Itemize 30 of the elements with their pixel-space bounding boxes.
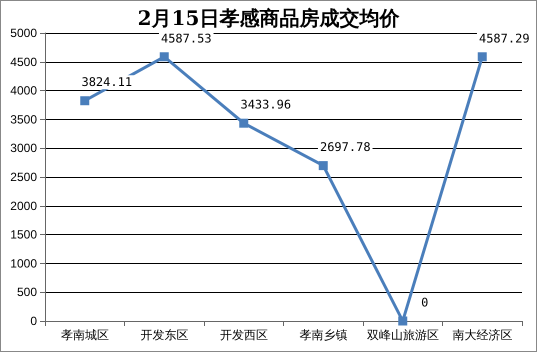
y-tick-label: 0 xyxy=(30,314,38,328)
y-tick-label: 2000 xyxy=(10,198,38,213)
data-label: 3433.96 xyxy=(240,98,292,112)
x-tick-label: 开发东区 xyxy=(140,328,188,342)
y-tick-label: 4000 xyxy=(10,84,38,98)
point xyxy=(398,316,408,326)
point xyxy=(239,118,248,128)
y-tick-label: 1000 xyxy=(10,256,38,270)
y-tick-label: 5000 xyxy=(10,26,38,40)
point xyxy=(478,52,487,62)
y-tick-label: 1500 xyxy=(10,228,38,242)
point xyxy=(318,161,328,170)
x-tick-label: 南大经济区 xyxy=(452,328,512,342)
data-label: 4587.53 xyxy=(160,31,212,46)
x-tick-label: 开发西区 xyxy=(220,328,268,342)
data-label: 2697.78 xyxy=(320,140,371,154)
data-label: 0 xyxy=(421,296,428,310)
point xyxy=(80,96,90,106)
chart-title: 2月15日孝感商品房成交均价 xyxy=(138,6,400,30)
y-tick-label: 2500 xyxy=(10,170,38,184)
y-tick-label: 3000 xyxy=(10,141,38,156)
data-label: 4587.29 xyxy=(478,31,530,46)
x-tick-label: 双峰山旅游区 xyxy=(366,328,439,342)
y-tick-label: 4500 xyxy=(10,54,38,69)
x-tick-label: 孝南城区 xyxy=(60,328,109,342)
y-tick-label: 3500 xyxy=(10,112,38,126)
data-label: 3824.11 xyxy=(81,75,132,90)
y-tick-label: 500 xyxy=(16,285,38,300)
x-tick-label: 孝南乡镇 xyxy=(299,328,348,342)
point xyxy=(160,52,169,62)
